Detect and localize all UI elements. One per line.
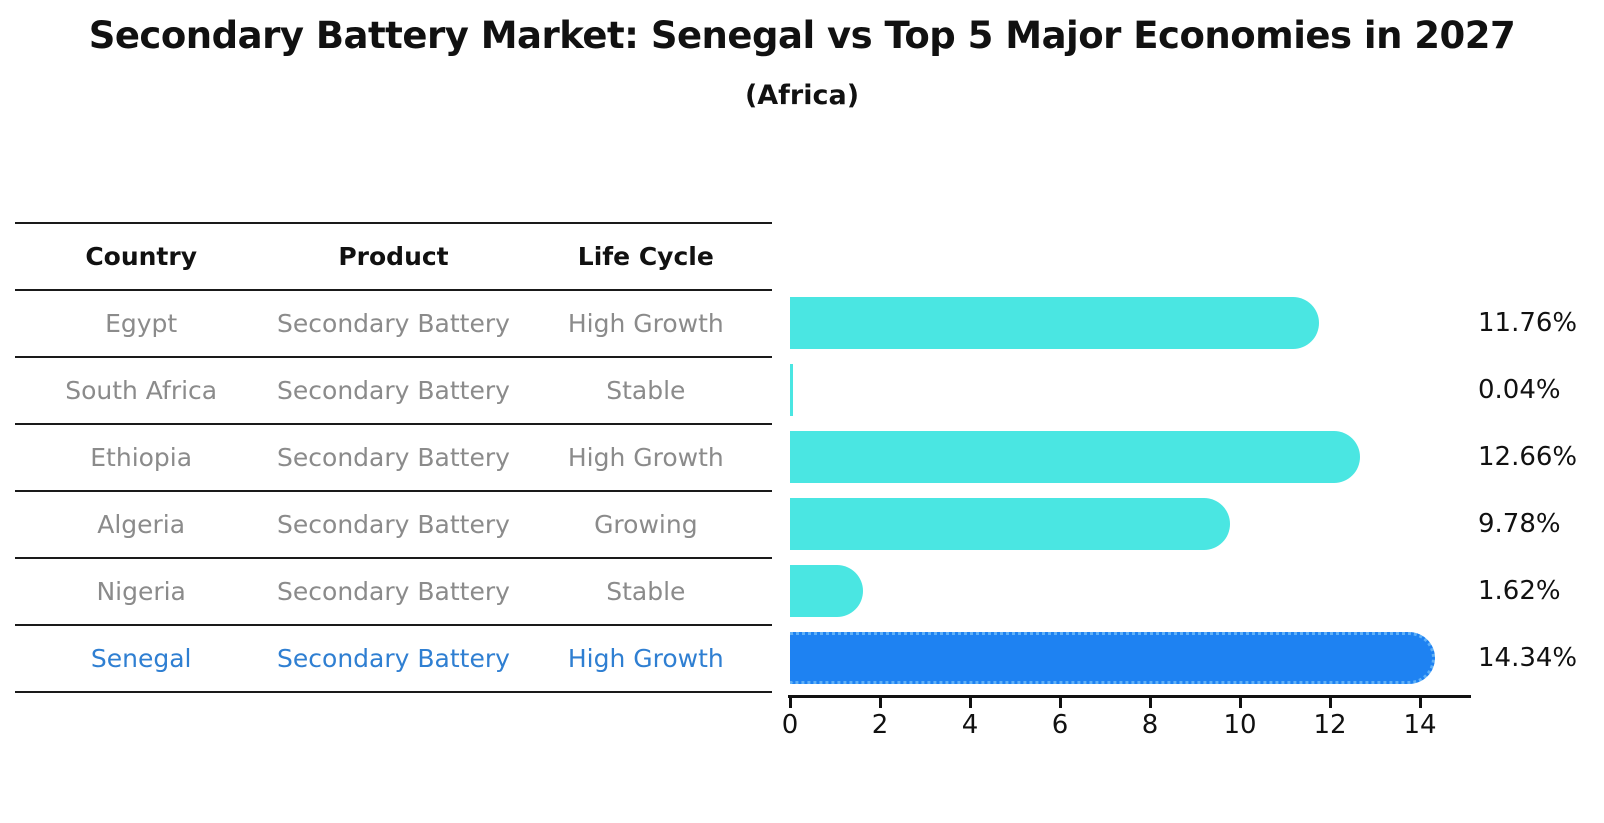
chart-title: Secondary Battery Market: Senegal vs Top… (88, 14, 1516, 57)
value-label: 1.62% (1478, 575, 1561, 606)
x-axis-tick (878, 698, 882, 708)
value-label: 11.76% (1478, 307, 1578, 338)
country-table: Country Product Life Cycle Egypt Secondar… (15, 222, 772, 693)
table-row: Ethiopia Secondary Battery High Growth (15, 425, 772, 492)
bar-nigeria (790, 564, 863, 617)
bar-row (790, 289, 1480, 356)
value-label: 14.34% (1478, 642, 1578, 673)
x-axis-tick-label: 10 (1223, 710, 1257, 740)
x-axis-tick-label: 2 (871, 710, 889, 740)
bar-ethiopia (790, 430, 1360, 483)
x-axis-tick (788, 698, 792, 708)
cell-product: Secondary Battery (277, 510, 510, 539)
table-row: Senegal Secondary Battery High Growth (15, 626, 772, 693)
bar-senegal-highlight (790, 631, 1436, 684)
cell-life-cycle: High Growth (567, 443, 724, 472)
bar-row (790, 356, 1480, 423)
cell-product: Secondary Battery (277, 309, 510, 338)
x-axis-line (788, 695, 1471, 698)
column-header-country: Country (85, 242, 198, 271)
cell-product: Secondary Battery (277, 644, 510, 673)
cell-life-cycle: Stable (606, 376, 686, 405)
cell-product: Secondary Battery (277, 577, 510, 606)
cell-product: Secondary Battery (277, 376, 510, 405)
x-axis-tick (1238, 698, 1242, 708)
table-body: Egypt Secondary Battery High Growth South A… (15, 291, 772, 693)
cell-country: Egypt (105, 309, 178, 338)
cell-product: Secondary Battery (277, 443, 510, 472)
value-label: 12.66% (1478, 441, 1578, 472)
value-label: 9.78% (1478, 508, 1561, 539)
x-axis-tick (1058, 698, 1062, 708)
column-header-product: Product (338, 242, 449, 271)
bar-algeria (790, 497, 1231, 550)
value-labels: 11.76% 0.04% 12.66% 9.78% 1.62% 14.34% (1478, 289, 1604, 691)
cell-country: Algeria (97, 510, 186, 539)
bar-row (790, 490, 1480, 557)
x-axis-tick-label: 4 (961, 710, 979, 740)
bar-chart (790, 289, 1480, 691)
bar-egypt (790, 296, 1320, 349)
table-row: Nigeria Secondary Battery Stable (15, 559, 772, 626)
cell-life-cycle: Stable (606, 577, 686, 606)
x-axis-tick (1148, 698, 1152, 708)
x-axis-tick (968, 698, 972, 708)
table-row: Egypt Secondary Battery High Growth (15, 291, 772, 358)
bar-south-africa (790, 363, 793, 416)
x-axis-tick-label: 8 (1141, 710, 1159, 740)
cell-country: Nigeria (96, 577, 186, 606)
bar-row (790, 624, 1480, 691)
x-axis-tick-label: 0 (781, 710, 799, 740)
x-axis-tick-label: 6 (1051, 710, 1069, 740)
cell-life-cycle: Growing (594, 510, 698, 539)
cell-life-cycle: High Growth (567, 309, 724, 338)
table-row: South Africa Secondary Battery Stable (15, 358, 772, 425)
chart-subtitle: (Africa) (744, 80, 860, 111)
table-header-row: Country Product Life Cycle (15, 224, 772, 291)
cell-life-cycle: High Growth (567, 644, 724, 673)
cell-country: Ethiopia (90, 443, 193, 472)
cell-country: South Africa (65, 376, 218, 405)
column-header-life-cycle: Life Cycle (577, 242, 714, 271)
value-label: 0.04% (1478, 374, 1561, 405)
x-axis-tick-label: 12 (1313, 710, 1347, 740)
x-axis-tick-label: 14 (1403, 710, 1437, 740)
bar-row (790, 423, 1480, 490)
x-axis-tick (1328, 698, 1332, 708)
table-row: Algeria Secondary Battery Growing (15, 492, 772, 559)
bar-row (790, 557, 1480, 624)
x-axis-tick (1418, 698, 1422, 708)
cell-country: Senegal (90, 644, 192, 673)
